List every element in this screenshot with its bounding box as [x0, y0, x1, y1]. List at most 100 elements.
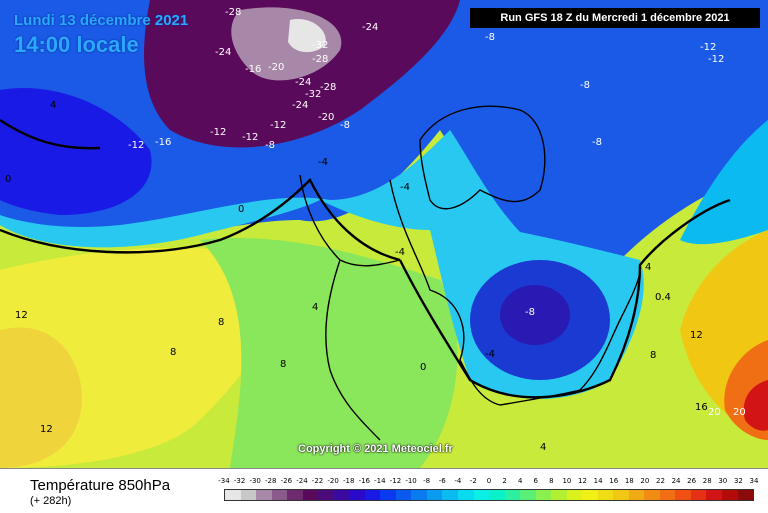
scale-cell [659, 490, 676, 500]
isotherm-value-label: -24 [292, 100, 308, 111]
isotherm-value-label: 4 [540, 442, 546, 453]
scale-cell [333, 490, 350, 500]
cold-zone-west [0, 88, 152, 215]
isotherm-value-label: -20 [268, 62, 284, 73]
scale-cell [613, 490, 629, 500]
mild-zone-central [200, 238, 458, 468]
scale-tick-label: -16 [358, 477, 370, 485]
isotherm-value-label: 0 [420, 362, 426, 373]
coastlines [299, 105, 641, 441]
isotherm-value-label: -20 [318, 112, 334, 123]
scale-cell [349, 490, 365, 500]
copyright: Copyright © 2021 Meteociel.fr [298, 443, 453, 455]
scale-cell [675, 490, 691, 500]
scale-tick-label: 10 [562, 477, 572, 485]
scale-tick-label: 14 [593, 477, 603, 485]
isotherm-value-label: -12 [270, 120, 286, 131]
arctic-core-peak [288, 19, 326, 53]
forecast-date: Lundi 13 décembre 2021 [14, 12, 189, 29]
isotherm-lines [0, 119, 731, 399]
scale-tick-label: -12 [389, 477, 402, 485]
scale-cell [473, 490, 490, 500]
isotherm-value-label: 8 [218, 317, 224, 328]
scale-cell [380, 490, 396, 500]
scale-tick-label: -34 [218, 477, 230, 485]
isotherm-value-label: -12 [700, 42, 716, 53]
variable-title: Température 850hPa [30, 477, 171, 494]
scale-tick-label: 32 [733, 477, 743, 485]
isotherm-value-label: -12 [242, 132, 258, 143]
isotherm-value-label: 4 [645, 262, 651, 273]
isotherm-value-label: -4 [400, 182, 410, 193]
isotherm-value-label: 8 [650, 350, 656, 361]
isotherm-value-label: 12 [40, 424, 53, 435]
scale-tick-label: 16 [609, 477, 619, 485]
scale-tick-label: -30 [249, 477, 261, 485]
scale-cell [722, 490, 738, 500]
scale-cell [256, 490, 272, 500]
map-area: -28 -32 -24 -24 -16 -20 -28 -24 -32 -28 -24 -20 -12-… [0, 0, 768, 468]
scale-cell [271, 490, 288, 500]
scale-bar [224, 489, 754, 501]
isotherm-value-label: 8 [170, 347, 176, 358]
isotherm-value-label: 16 [695, 402, 708, 413]
isotherm-value-label: -16 [155, 137, 171, 148]
isotherm-value-label: 4 [50, 100, 56, 111]
isotherm-value-label: 20 [733, 407, 746, 418]
run-info: Run GFS 18 Z du Mercredi 1 décembre 2021 [470, 8, 760, 28]
scale-labels: -34 -32 -30 -28 -26 -24 -22 -20 -18 -16 -14 -12 -10-… [218, 477, 758, 489]
isotherm-value-label: -12 [708, 54, 724, 65]
scale-tick-label: -32 [233, 477, 246, 485]
temperature-map: -28-32-24-24-16 -20-28-24-32-28-24-20-12-… [0, 0, 768, 468]
scale-tick-label: -14 [374, 477, 386, 485]
isotherm-value-label: -28 [312, 54, 328, 65]
isotherm-value-label: -24 [362, 22, 378, 33]
footer-bar: Température 850hPa (+ 282h) -34 -32 -30 -2 8… [0, 468, 768, 513]
scale-cell [706, 490, 722, 500]
scale-cell [690, 490, 707, 500]
scale-tick-label: 24 [671, 477, 681, 485]
cold-pool-core [500, 285, 570, 345]
scale-cell [395, 490, 412, 500]
scale-cell [442, 490, 458, 500]
scale-cell [582, 490, 598, 500]
scale-tick-label: -22 [311, 477, 324, 485]
scale-cell [302, 490, 319, 500]
isotherm-value-label: -4 [318, 157, 328, 168]
isotherm-value-label: -24 [215, 47, 231, 58]
warm-zone-atlantic [0, 327, 82, 468]
isotherm-value-label: -8 [485, 32, 495, 43]
isotherm-value-label: -8 [525, 307, 535, 318]
forecast-time: 14:00 locale [14, 32, 139, 57]
scale-cell [520, 490, 536, 500]
scale-tick-label: 6 [533, 477, 538, 485]
isotherm-value-label: -28 [320, 82, 336, 93]
isotherm-value-label: -4 [485, 349, 495, 360]
scale-tick-label: 18 [624, 477, 634, 485]
hot-core-southeast [743, 380, 768, 431]
scale-tick-label: 30 [718, 477, 728, 485]
scale-cell [535, 490, 552, 500]
lead-time: (+ 282h) [30, 495, 72, 507]
scale-cell [597, 490, 614, 500]
isotherm-value-label: -8 [592, 137, 602, 148]
isotherm-value-label: -12 [210, 127, 226, 138]
scale-cell [551, 490, 567, 500]
scale-tick-label: 34 [749, 477, 759, 485]
scale-tick-label: -2 [469, 477, 477, 485]
isotherm-value-label: -12 [128, 140, 144, 151]
scale-tick-label: 8 [549, 477, 554, 485]
isotherm-value-label: 0.4 [655, 292, 671, 303]
scale-tick-label: 12 [578, 477, 587, 485]
isotherm-value-label: -8 [340, 120, 350, 131]
isotherm-value-label: -8 [265, 140, 275, 151]
scale-tick-label: 28 [702, 477, 712, 485]
scale-cell [504, 490, 521, 500]
scale-tick-label: 2 [502, 477, 507, 485]
scale-cell [364, 490, 381, 500]
scale-cell [426, 490, 443, 500]
scale-tick-label: -26 [280, 477, 293, 485]
isotherm-value-label: 4 [312, 302, 318, 313]
scale-tick-label: 4 [517, 477, 523, 485]
scale-tick-label: 22 [656, 477, 665, 485]
